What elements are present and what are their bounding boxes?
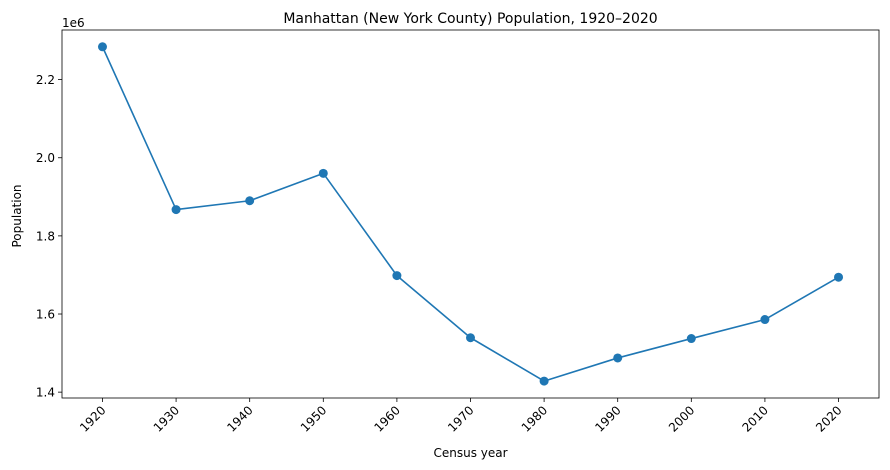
x-tick-label: 2000 — [666, 403, 697, 434]
data-point — [760, 315, 770, 325]
x-tick-label: 1950 — [298, 403, 329, 434]
x-tick-label: 2020 — [813, 403, 844, 434]
y-tick-label: 1.4 — [36, 386, 55, 400]
data-point — [834, 272, 844, 282]
y-axis-title: Population — [10, 184, 24, 247]
data-point — [171, 205, 181, 215]
x-tick-label: 1980 — [519, 403, 550, 434]
series-layer — [97, 42, 844, 386]
data-point — [613, 353, 623, 363]
y-tick-label: 1.6 — [36, 308, 55, 322]
data-point — [97, 42, 107, 52]
y-tick-label: 1.8 — [36, 229, 55, 243]
x-tick-label: 2010 — [740, 403, 771, 434]
data-point — [245, 196, 255, 206]
data-point — [539, 376, 549, 386]
x-tick-label: 1930 — [151, 403, 182, 434]
y-tick-label: 2.0 — [36, 151, 55, 165]
plot-frame — [61, 29, 880, 399]
axes: 1920 1930 1940 1950 1960 1970 1980 1990 2000 2010… — [36, 29, 880, 435]
data-point — [466, 333, 475, 343]
x-tick-label: 1970 — [445, 403, 476, 434]
data-point — [686, 334, 696, 344]
x-tick-label: 1960 — [372, 403, 403, 434]
data-point — [318, 168, 328, 178]
x-axis-title: Census year — [433, 446, 507, 460]
y-tick-label: 2.2 — [36, 73, 55, 87]
data-point — [392, 271, 402, 281]
y-offset-label: 1e6 — [62, 16, 85, 30]
x-tick-label: 1920 — [77, 403, 108, 434]
chart-title: Manhattan (New York County) Population, … — [283, 11, 657, 27]
x-tick-label: 1940 — [224, 403, 255, 434]
x-tick-label: 1990 — [592, 403, 623, 434]
series-line — [101, 46, 839, 382]
